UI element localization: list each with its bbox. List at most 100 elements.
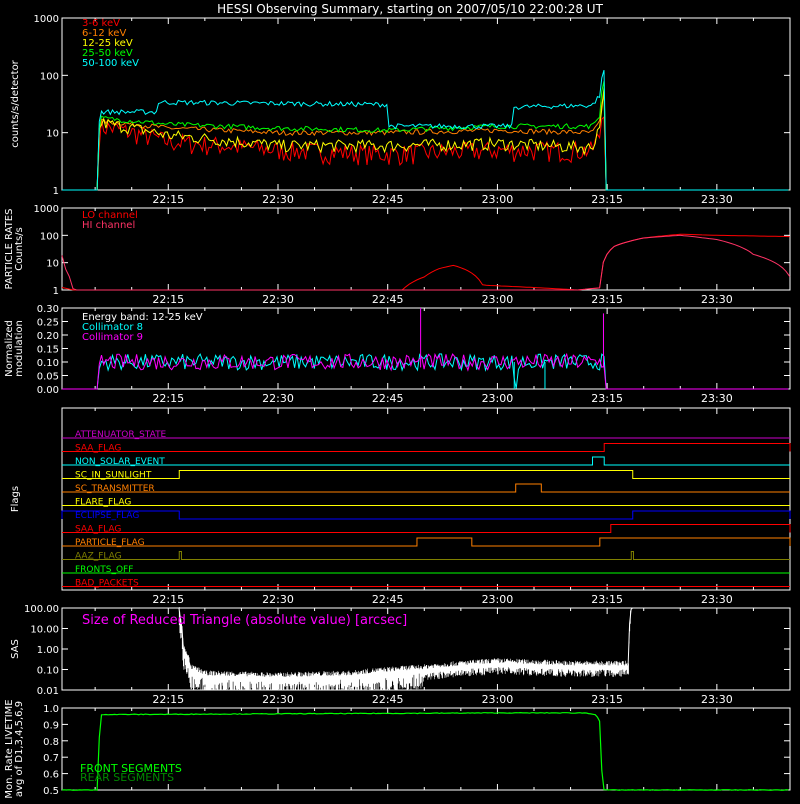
x-tick-label: 22:15	[152, 193, 184, 206]
flags-frame	[61, 407, 791, 591]
x-tick-label: 22:30	[262, 593, 294, 606]
count_rates-panel: 22:15 22:30 22:45 23:00 23:15 23:30 counts/s/d…	[10, 14, 791, 206]
y-tick-label: 0.25	[37, 318, 59, 329]
sas-series-line	[63, 607, 789, 679]
y-tick-label: 0.00	[37, 385, 59, 396]
flag-label: SAA_FLAG	[75, 444, 121, 454]
flag-label: AAZ_FLAG	[75, 552, 122, 562]
y-axis-label: modulation	[14, 320, 25, 377]
y-tick-label: 10	[46, 259, 59, 270]
y-axis-label: Counts/s	[14, 227, 25, 271]
figure-title: HESSI Observing Summary, starting on 200…	[217, 2, 603, 16]
y-tick-label: 0.6	[43, 770, 59, 781]
legend-entry: Collimator 8	[82, 322, 143, 333]
x-tick-label: 23:00	[482, 293, 514, 306]
legend-entry: REAR SEGMENTS	[80, 771, 174, 784]
y-tick-label: 1000	[34, 14, 59, 25]
legend-entry: FRONT SEGMENTS	[80, 762, 182, 775]
y-tick-label: 1.0	[43, 704, 59, 715]
flag-label: FRONTS_OFF	[75, 565, 133, 575]
flag-label: ATTENUATOR_STATE	[75, 430, 167, 440]
y-tick-label: 10.00	[30, 625, 59, 636]
y-tick-label: 0.20	[37, 331, 59, 342]
y-axis-label: Flags	[10, 486, 21, 512]
y-tick-label: 0.10	[37, 358, 59, 369]
flag-line-sc_in_sunlight	[62, 470, 790, 479]
flag-line-aaz_flag	[62, 551, 790, 560]
flag-label: SC_TRANSMITTER	[75, 484, 155, 494]
y-tick-label: 1.00	[37, 645, 59, 656]
x-tick-label: 23:30	[701, 193, 733, 206]
y-tick-label: 0.30	[37, 304, 59, 315]
x-tick-label: 23:15	[591, 392, 623, 405]
y-tick-label: 0.01	[37, 686, 59, 697]
y-tick-label: 100	[40, 71, 59, 82]
series-line	[61, 711, 789, 791]
flag-label: NON_SOLAR_EVENT	[75, 457, 165, 467]
livetime-frame	[61, 707, 791, 791]
y-tick-label: 10	[46, 129, 59, 140]
x-tick-label: 23:00	[482, 392, 514, 405]
flag-line-particle_flag	[62, 537, 791, 547]
x-tick-label: 22:30	[262, 693, 294, 706]
legend-entry: LO channel	[82, 210, 138, 221]
y-tick-label: 100.00	[24, 604, 59, 615]
sas-panel: 22:15 22:30 22:45 23:00 23:15 23:30 SAS 0.01 0.1…	[10, 604, 791, 706]
y-tick-label: 1000	[34, 204, 59, 215]
y-axis-label: avg of D1,3,4,5,6,9	[14, 701, 25, 797]
flag-label: PARTICLE_FLAG	[75, 538, 145, 548]
y-axis-label: Mon. Rate LIVETIME	[4, 699, 15, 798]
x-tick-label: 22:45	[372, 693, 404, 706]
legend-entry: 6-12 keV	[82, 28, 126, 39]
y-tick-label: 0.10	[37, 666, 59, 677]
flag-line-eclipse_flag	[61, 510, 791, 520]
y-tick-label: 0.8	[43, 737, 59, 748]
x-tick-label: 23:30	[701, 293, 733, 306]
y-axis-label: Normalized	[4, 320, 15, 377]
y-axis-label: counts/s/detector	[10, 59, 21, 147]
flag-label: ECLIPSE_FLAG	[75, 511, 139, 521]
series-line	[62, 69, 789, 191]
x-tick-label: 23:00	[482, 693, 514, 706]
x-tick-label: 23:15	[591, 293, 623, 306]
particle_rates-panel: 22:15 22:30 22:45 23:00 23:15 23:30 PARTICLE R…	[4, 204, 791, 306]
flags-panel: 22:15 22:30 22:45 23:00 23:15 23:30 Flags ATTEN…	[10, 407, 791, 606]
flag-label: FLARE_FLAG	[75, 498, 131, 508]
flag-line-saa_flag	[62, 524, 791, 533]
x-tick-label: 22:30	[262, 392, 294, 405]
flag-label: SC_IN_SUNLIGHT	[75, 471, 152, 481]
x-tick-label: 23:15	[591, 593, 623, 606]
flag-line-saa_flag	[62, 443, 791, 452]
x-tick-label: 22:30	[262, 293, 294, 306]
legend-entry: Energy band: 12-25 keV	[82, 312, 203, 323]
x-tick-label: 23:00	[482, 193, 514, 206]
x-tick-label: 23:15	[591, 193, 623, 206]
y-tick-label: 1	[53, 186, 59, 197]
y-tick-label: 0.9	[43, 720, 59, 731]
legend-entry: 12-25 keV	[82, 38, 133, 49]
count_rates-frame	[61, 17, 791, 191]
y-axis-label: SAS	[10, 639, 21, 659]
y-tick-label: 0.5	[43, 786, 59, 797]
flag-label: BAD_PACKETS	[75, 579, 139, 589]
x-tick-label: 22:45	[372, 293, 404, 306]
x-tick-label: 22:15	[152, 593, 184, 606]
x-tick-label: 22:45	[372, 193, 404, 206]
livetime-panel: Mon. Rate LIVETIME avg of D1,3,4,5,6,9 0.5…	[4, 699, 791, 799]
x-tick-label: 23:15	[591, 693, 623, 706]
x-tick-label: 22:45	[372, 593, 404, 606]
x-tick-label: 22:15	[152, 392, 184, 405]
flag-line-non_solar_event	[62, 456, 790, 466]
x-tick-label: 22:15	[152, 693, 184, 706]
modulation-panel: 22:15 22:30 22:45 23:00 23:15 23:30 Normalized…	[4, 304, 791, 405]
x-tick-label: 22:45	[372, 392, 404, 405]
y-tick-label: 0.7	[43, 753, 59, 764]
x-tick-label: 22:30	[262, 193, 294, 206]
legend-entry: 50-100 keV	[82, 58, 139, 69]
flag-label: SAA_FLAG	[75, 525, 121, 535]
series-line	[62, 352, 789, 390]
legend-entry: HI channel	[82, 220, 135, 231]
y-tick-label: 0.15	[37, 345, 59, 356]
